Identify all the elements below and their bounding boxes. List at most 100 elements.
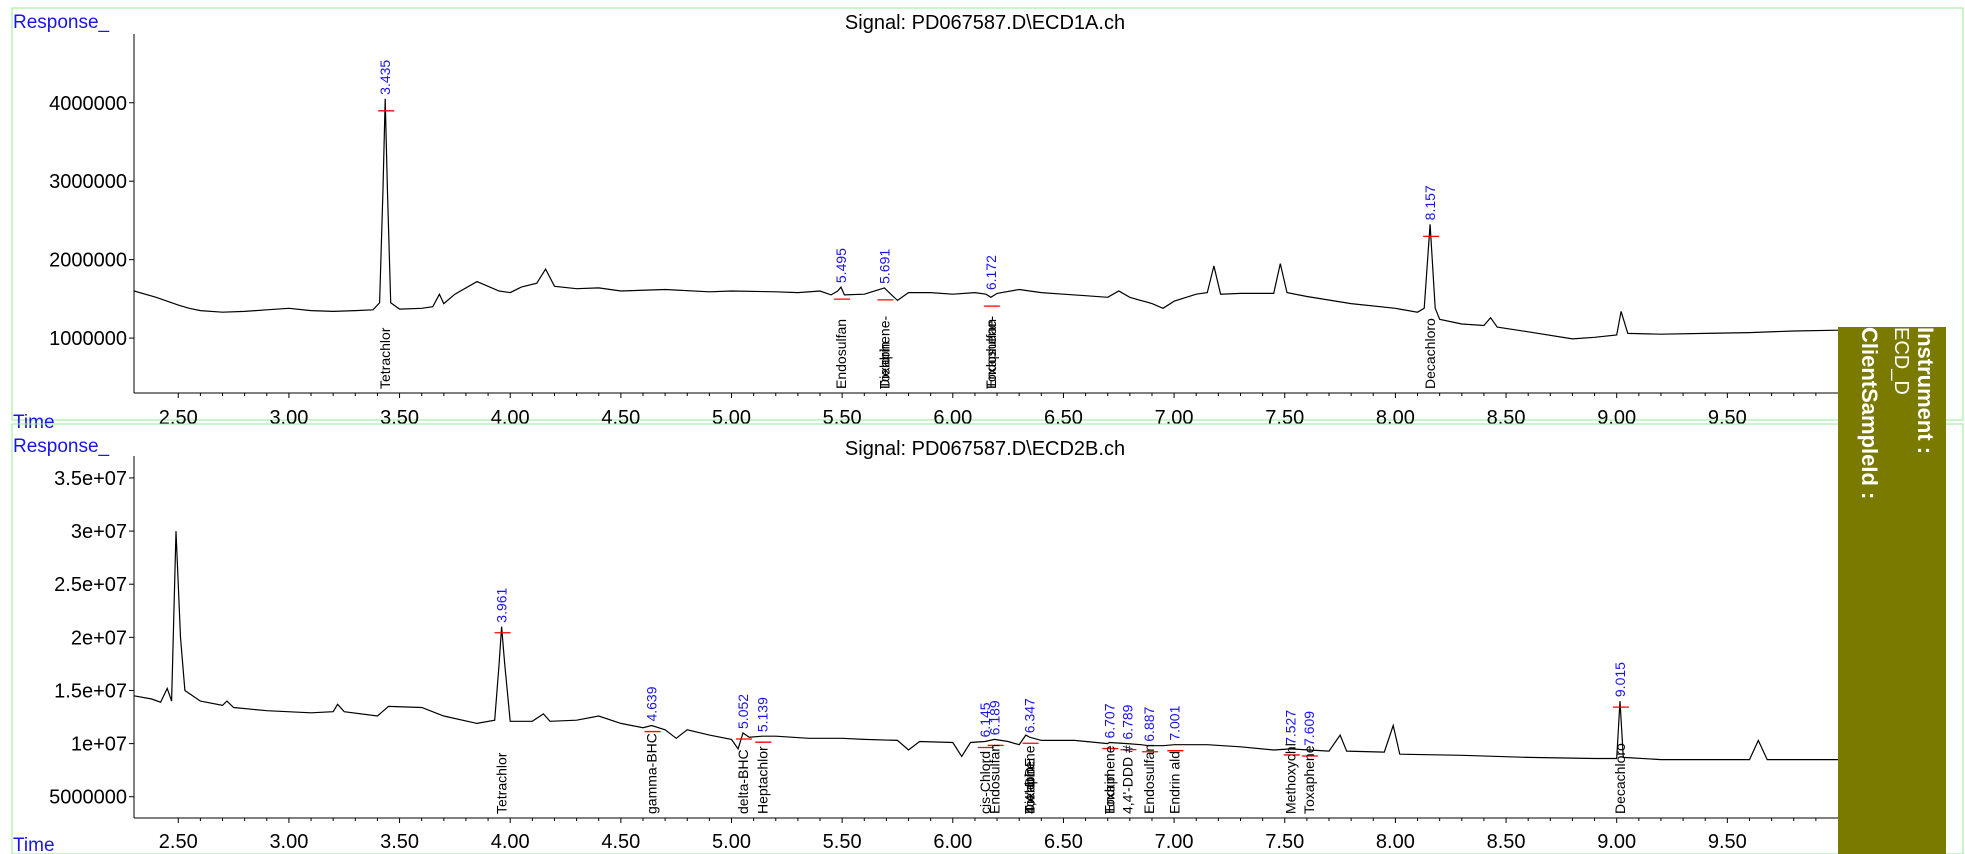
x-tick-label: 8.50: [1487, 407, 1526, 429]
x-tick-label: 6.00: [933, 407, 972, 429]
peak-rt-label: 6.189: [987, 700, 1003, 735]
instrument-value: ECD_D: [1890, 327, 1912, 395]
peak-rt-label: 3.961: [494, 587, 510, 622]
peak-rt-label: 6.887: [1141, 706, 1157, 741]
y-tick-label: 3.5e+07: [54, 468, 127, 490]
x-tick-label: 6.50: [1044, 831, 1083, 853]
peak-compound-label: cis-Chlord: [977, 751, 993, 814]
peak-rt-label: 5.691: [876, 249, 892, 284]
peak-rt-label: 5.052: [735, 694, 751, 729]
peak-compound-label: Decachloro: [1422, 318, 1438, 389]
peak-compound-label: Endrin: [1101, 774, 1117, 814]
y-tick-label: 1e+07: [71, 734, 127, 756]
peak-compound-label: Toxaphene: [1022, 745, 1038, 814]
peak-compound-label: Endosulfan: [983, 319, 999, 389]
signal-trace: [134, 531, 1838, 761]
peak-compound-label: Heptachlor: [754, 746, 770, 814]
panel-frame: [11, 423, 1964, 854]
peak-compound-label: Decachloro: [1612, 743, 1628, 814]
y-axis-label: Response_: [13, 12, 110, 33]
peak-compound-label: Tetrachlor: [494, 752, 510, 814]
x-axis-label: Time: [13, 835, 55, 854]
x-tick-label: 7.50: [1265, 407, 1304, 429]
peak-compound-label: 4,4'-DDD #: [1119, 745, 1135, 814]
x-tick-label: 4.50: [601, 831, 640, 853]
x-tick-label: 2.50: [159, 831, 198, 853]
peak-rt-label: 6.707: [1101, 703, 1117, 738]
y-tick-label: 2e+07: [71, 627, 127, 649]
signal-trace: [134, 98, 1838, 340]
client-sample-id-label: ClientSampleId :: [1857, 327, 1882, 499]
peak-rt-label: 3.435: [377, 60, 393, 95]
peak-rt-label: 5.139: [754, 697, 770, 732]
peak-compound-label: Toxaphene-: [876, 315, 892, 389]
peak-rt-label: 9.015: [1612, 662, 1628, 697]
peak-compound-label: Endosulfan: [833, 319, 849, 389]
peak-compound-label: Methoxychl: [1283, 743, 1299, 814]
x-tick-label: 3.50: [380, 407, 419, 429]
peak-compound-label: gamma-BHC: [644, 733, 660, 814]
x-tick-label: 9.50: [1708, 831, 1747, 853]
peak-rt-label: 6.145: [977, 702, 993, 737]
peak-compound-label: Tetrachlor: [377, 327, 393, 389]
peak-compound-label: Toxaphene: [1101, 745, 1117, 814]
peak-rt-label: 7.609: [1301, 711, 1317, 746]
x-tick-label: 8.00: [1376, 407, 1415, 429]
y-tick-label: 4000000: [49, 93, 127, 115]
x-tick-label: 6.50: [1044, 407, 1083, 429]
y-tick-label: 5000000: [49, 787, 127, 809]
x-tick-label: 5.00: [712, 407, 751, 429]
x-tick-label: 3.00: [269, 407, 308, 429]
chart-title: Signal: PD067587.D\ECD2B.ch: [845, 438, 1125, 460]
x-tick-label: 5.50: [823, 407, 862, 429]
peak-rt-label: 6.789: [1119, 704, 1135, 739]
peak-rt-label: 6.347: [1022, 698, 1038, 733]
y-tick-label: 3e+07: [71, 521, 127, 543]
x-tick-label: 7.00: [1155, 831, 1194, 853]
chart-title: Signal: PD067587.D\ECD1A.ch: [845, 12, 1125, 34]
peak-rt-label: 5.495: [833, 248, 849, 283]
peak-compound-label: Dieldrin: [876, 342, 892, 389]
x-tick-label: 8.00: [1376, 831, 1415, 853]
x-tick-label: 4.50: [601, 407, 640, 429]
peak-compound-label: Endosulfan: [1141, 744, 1157, 814]
y-axis-label: Response_: [13, 436, 110, 457]
x-tick-label: 6.00: [933, 831, 972, 853]
chart-panel-1: Signal: PD067587.D\ECD1A.ch Response_ Time…: [11, 7, 1964, 433]
x-tick-label: 9.00: [1597, 407, 1636, 429]
x-tick-label: 3.50: [380, 831, 419, 853]
x-tick-label: 4.00: [491, 831, 530, 853]
peak-compound-label: delta-BHC: [735, 749, 751, 814]
peak-rt-label: 7.001: [1166, 705, 1182, 740]
peak-compound-label: Toxaphene: [1301, 745, 1317, 814]
peak-compound-label: 4,4'-DDE: [1022, 758, 1038, 814]
sample-info-panel: Instrument :ECD_D ClientSampleId :: [1838, 327, 1946, 854]
sample-info-background: [1838, 327, 1946, 854]
x-tick-label: 4.00: [491, 407, 530, 429]
peak-compound-label: Endrin ald: [1166, 751, 1182, 814]
x-tick-label: 8.50: [1487, 831, 1526, 853]
y-tick-label: 3000000: [49, 171, 127, 193]
x-tick-label: 7.00: [1155, 407, 1194, 429]
y-tick-label: 1.5e+07: [54, 680, 127, 702]
x-tick-label: 7.50: [1265, 831, 1304, 853]
x-tick-label: 5.00: [712, 831, 751, 853]
peak-compound-label: Toxaphene-: [983, 315, 999, 389]
peak-compound-label: Dieldrin: [1022, 767, 1038, 814]
peak-rt-label: 4.639: [644, 686, 660, 721]
x-tick-label: 2.50: [159, 407, 198, 429]
peak-compound-label: Endosulfan: [987, 744, 1003, 814]
x-tick-label: 9.50: [1708, 407, 1747, 429]
instrument-label: Instrument :: [1913, 327, 1938, 454]
x-tick-label: 3.00: [269, 831, 308, 853]
peak-rt-label: 6.172: [983, 255, 999, 290]
y-tick-label: 2.5e+07: [54, 574, 127, 596]
x-tick-label: 5.50: [823, 831, 862, 853]
peak-rt-label: 7.527: [1283, 710, 1299, 745]
y-tick-label: 1000000: [49, 328, 127, 350]
peak-rt-label: 8.157: [1422, 185, 1438, 220]
y-tick-label: 2000000: [49, 250, 127, 272]
x-tick-label: 9.00: [1597, 831, 1636, 853]
chart-panel-2: Signal: PD067587.D\ECD2B.ch Response_ Time…: [11, 423, 1964, 854]
